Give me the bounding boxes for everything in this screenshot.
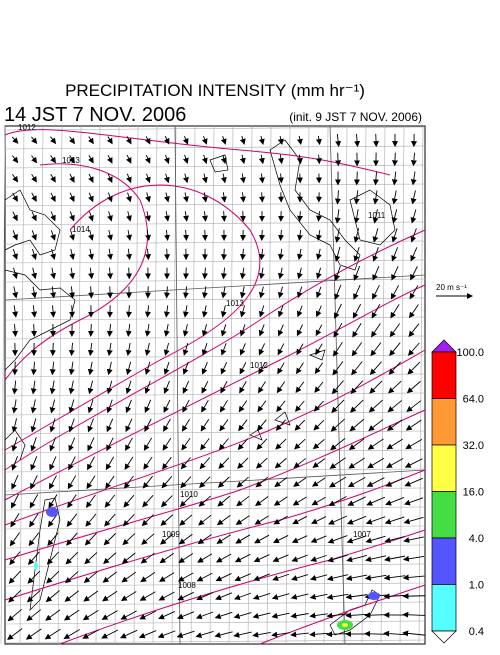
colorbar-segment	[432, 352, 456, 399]
wind-arrow	[376, 134, 377, 146]
isobar-label: 1014	[72, 225, 90, 234]
colorbar-segment	[432, 538, 456, 585]
wind-arrow	[15, 362, 16, 375]
isobar-label: 1012	[250, 361, 268, 370]
isobar-label: 1007	[353, 530, 371, 539]
colorbar-segment	[432, 585, 456, 632]
title: PRECIPITATION INTENSITY (mm hr⁻¹)	[65, 81, 365, 100]
precip-cell	[342, 623, 348, 627]
colorbar-label: 16.0	[463, 487, 484, 499]
wind-arrow	[262, 192, 263, 201]
colorbar-label: 0.4	[469, 626, 484, 638]
precip-cell	[368, 592, 380, 600]
colorbar-cap	[432, 631, 456, 643]
wind-arrow	[300, 174, 301, 183]
wind-arrow	[357, 172, 358, 185]
colorbar-label: 100.0	[456, 347, 484, 359]
wind-arrow	[34, 324, 35, 336]
isobar-label: 1012	[18, 123, 36, 132]
wind-arrow	[53, 343, 54, 355]
isobar-label: 1010	[180, 490, 198, 499]
colorbar-segment	[432, 399, 456, 446]
init-time: (init. 9 JST 7 NOV. 2006)	[289, 110, 422, 124]
colorbar-label: 4.0	[469, 533, 484, 545]
colorbar-label: 32.0	[463, 440, 484, 452]
colorbar-label: 1.0	[469, 580, 484, 592]
map-area: 1012 1013 1014 1013 1012 1010 1009 1008 …	[1, 123, 425, 644]
colorbar-label: 64.0	[463, 394, 484, 406]
isobar-label: 1013	[226, 299, 244, 308]
colorbar-cap	[432, 340, 456, 352]
wind-arrow	[262, 230, 263, 240]
colorbar: 100.0 64.0 32.0 16.0 4.0 1.0 0.4	[432, 340, 484, 643]
precip-cell	[34, 562, 38, 570]
colorbar-segment	[432, 445, 456, 492]
isobar-label: 1011	[368, 211, 386, 220]
wind-arrow	[167, 249, 168, 259]
precip-cell	[46, 507, 58, 517]
colorbar-segment	[432, 492, 456, 539]
grid-line	[1, 126, 5, 644]
isobar-label: 1008	[178, 581, 196, 590]
isobar-label: 1009	[162, 530, 180, 539]
wind-scale-label: 20 m s⁻¹	[436, 283, 467, 292]
wind-arrow	[224, 249, 225, 259]
isobar-label: 1013	[62, 156, 80, 165]
